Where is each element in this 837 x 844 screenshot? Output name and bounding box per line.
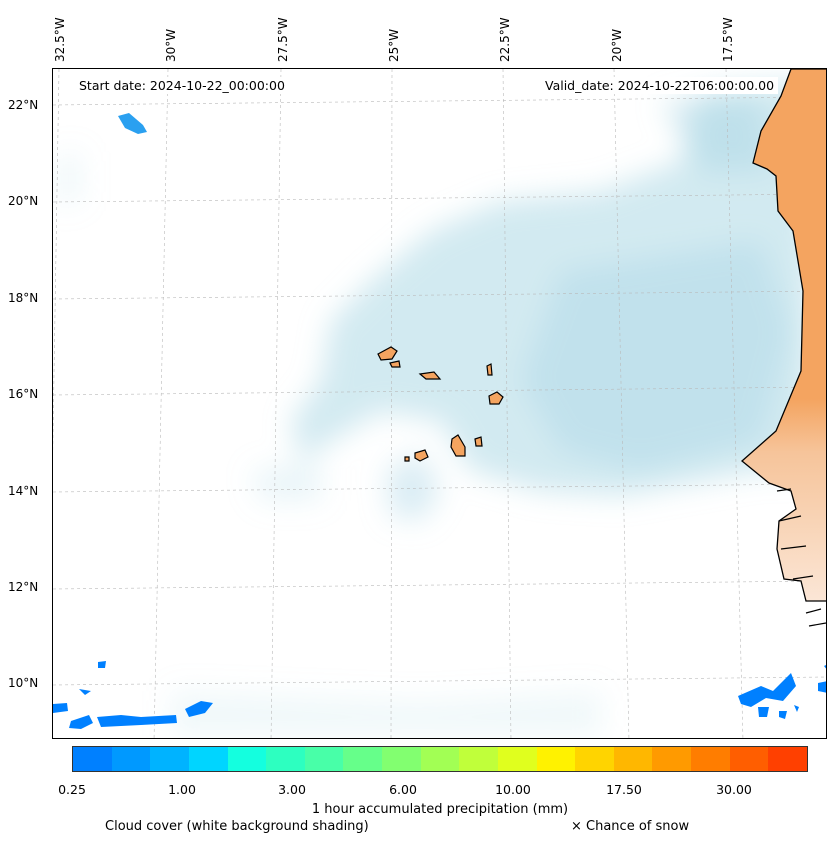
start-date-label: Start date: 2024-10-22_00:00:00 [75,77,289,94]
lat-label-22n: 22°N [8,98,39,112]
colorbar-swatch [304,747,344,771]
cloud-cover-shading [56,81,811,736]
lat-label-20n: 20°N [8,194,39,208]
colorbar-swatch [729,747,769,771]
colorbar-tick-1-00: 1.00 [168,782,196,797]
snow-chance-note: × Chance of snow [571,819,690,834]
lon-label-17-5w: 17.5°W [721,17,735,62]
lat-label-14n: 14°N [8,484,39,498]
colorbar-swatch [111,747,151,771]
lon-label-20w: 20°W [610,28,624,62]
map-panel [52,68,827,739]
colorbar-tick-10-00: 10.00 [495,782,531,797]
colorbar-tick-30-00: 30.00 [716,782,752,797]
colorbar-swatch [691,747,730,771]
colorbar-swatch [73,747,112,771]
colorbar-swatch [459,747,498,771]
map-canvas [53,69,826,738]
colorbar-swatch [613,747,653,771]
lon-label-27-5w: 27.5°W [276,17,290,62]
colorbar-tick-0-25: 0.25 [58,782,86,797]
colorbar-tick-6-00: 6.00 [389,782,417,797]
colorbar-swatch [536,747,576,771]
colorbar-tick-17-50: 17.50 [606,782,642,797]
lon-label-32-5w: 32.5°W [53,17,67,62]
colorbar-swatch [227,747,267,771]
colorbar-swatch [652,747,691,771]
lat-label-12n: 12°N [8,580,39,594]
lat-label-16n: 16°N [8,387,39,401]
lat-label-10n: 10°N [8,676,39,690]
colorbar-swatch [150,747,189,771]
colorbar-swatch [266,747,305,771]
colorbar-swatch [420,747,460,771]
colorbar-swatch [768,747,807,771]
colorbar-swatch [343,747,382,771]
precipitation-colorbar [72,746,808,772]
cloud-cover-note: Cloud cover (white background shading) [105,819,369,834]
lon-label-25w: 25°W [387,28,401,62]
colorbar-swatch [382,747,421,771]
colorbar-swatch [497,747,537,771]
cape-verde-islands [377,346,504,462]
graticule [53,69,826,738]
colorbar-tick-3-00: 3.00 [278,782,306,797]
lat-label-18n: 18°N [8,291,39,305]
precipitation-patches [53,113,826,729]
colorbar-swatch [575,747,614,771]
lon-label-30w: 30°W [164,28,178,62]
valid-date-label: Valid_date: 2024-10-22T06:00:00.00 [541,77,779,94]
colorbar-label: 1 hour accumulated precipitation (mm) [311,802,569,817]
lon-label-22-5w: 22.5°W [498,17,512,62]
africa-landmass [740,69,826,627]
colorbar-swatch [188,747,228,771]
